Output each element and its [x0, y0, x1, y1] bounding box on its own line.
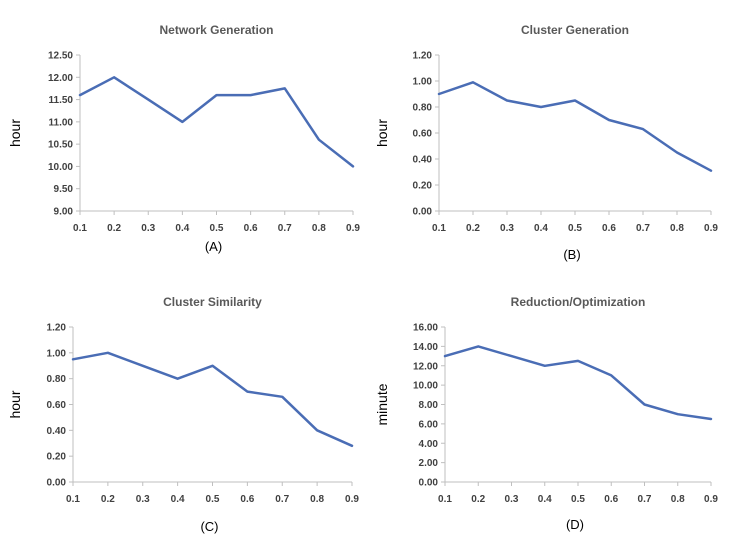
chart-2-x-tick-label: 0.8: [670, 223, 684, 234]
chart-4-series-line: [443, 345, 713, 421]
chart-3-series-line: [71, 351, 354, 448]
chart-4-x-tick-label: 0.9: [704, 494, 718, 505]
chart-3-y-tick-label: 0.40: [47, 426, 67, 437]
chart-1-panel-label: (A): [205, 239, 222, 254]
chart-2-y-tick-label: 0.00: [413, 207, 433, 218]
chart-1-x-tick-label: 0.8: [312, 223, 326, 234]
chart-1-y-axis-label: hour: [7, 119, 23, 147]
chart-1-x-tick-label: 0.4: [175, 223, 189, 234]
chart-3-x-tick-label: 0.3: [136, 494, 150, 505]
chart-3-title: Cluster Similarity: [163, 295, 262, 309]
chart-2-series-line: [437, 81, 713, 172]
chart-2-y-tick-label: 0.40: [413, 155, 433, 166]
chart-2-y-tick-label: 1.20: [413, 51, 433, 62]
chart-3-x-tick-label: 0.4: [171, 494, 185, 505]
chart-2-x-tick-label: 0.1: [432, 223, 446, 234]
chart-2-y-tick-label: 0.20: [413, 181, 433, 192]
chart-4-x-tick-label: 0.5: [571, 494, 585, 505]
chart-4-y-axis-label: minute: [374, 383, 390, 425]
chart-4-x-tick-label: 0.1: [438, 494, 452, 505]
chart-2-y-tick-label: 1.00: [413, 77, 433, 88]
chart-3-y-tick-label: 0.00: [47, 478, 67, 489]
chart-2-title: Cluster Generation: [521, 23, 629, 37]
chart-3-x-tick-label: 0.9: [345, 494, 359, 505]
chart-1-y-tick-label: 10.50: [48, 140, 73, 151]
chart-1-y-tick-label: 9.50: [54, 184, 74, 195]
chart-2-x-tick-label: 0.7: [636, 223, 650, 234]
chart-2-x-tick-label: 0.3: [500, 223, 514, 234]
chart-4-y-tick-label: 2.00: [419, 458, 439, 469]
chart-2-x-tick-label: 0.4: [534, 223, 548, 234]
chart-1-y-tick-label: 11.00: [49, 117, 74, 128]
chart-4-x-tick-label: 0.4: [538, 494, 552, 505]
chart-1-y-tick-label: 11.50: [49, 95, 74, 106]
chart-2-x-tick-label: 0.2: [466, 223, 480, 234]
chart-2-panel-label: (B): [563, 247, 580, 262]
chart-4-y-tick-label: 4.00: [419, 439, 439, 450]
chart-2-y-tick-label: 0.80: [413, 103, 433, 114]
chart-1-y-tick-label: 12.50: [48, 51, 73, 62]
chart-3-x-tick-label: 0.1: [66, 494, 80, 505]
chart-1-x-tick-label: 0.6: [244, 223, 258, 234]
chart-4-y-tick-label: 16.00: [413, 323, 438, 334]
chart-3-y-tick-label: 1.00: [47, 348, 67, 359]
chart-4-x-tick-label: 0.3: [505, 494, 519, 505]
chart-3-panel-label: (C): [200, 519, 218, 534]
chart-3-y-tick-label: 0.20: [47, 452, 67, 463]
chart-1-x-tick-label: 0.5: [210, 223, 224, 234]
chart-4-x-tick-label: 0.6: [604, 494, 618, 505]
chart-1-y-tick-label: 10.00: [48, 162, 73, 173]
chart-1-x-tick-label: 0.7: [278, 223, 292, 234]
chart-3-x-tick-label: 0.5: [206, 494, 220, 505]
chart-1-y-tick-label: 12.00: [48, 73, 73, 84]
chart-4-panel-label: (D): [566, 517, 584, 532]
chart-2-x-tick-label: 0.9: [704, 223, 718, 234]
chart-3-y-tick-label: 0.60: [47, 400, 67, 411]
chart-3-x-tick-label: 0.8: [310, 494, 324, 505]
chart-4-y-tick-label: 14.00: [413, 342, 438, 353]
chart-4-x-tick-label: 0.7: [638, 494, 652, 505]
chart-2-y-axis-label: hour: [374, 119, 390, 147]
chart-1-series-line: [78, 76, 355, 168]
chart-1-x-tick-label: 0.1: [73, 223, 87, 234]
chart-1-title: Network Generation: [159, 23, 273, 37]
chart-3-y-tick-label: 0.80: [47, 374, 67, 385]
chart-3-x-tick-label: 0.6: [240, 494, 254, 505]
chart-1-y-tick-label: 9.00: [54, 207, 74, 218]
chart-2-x-tick-label: 0.5: [568, 223, 582, 234]
chart-3-y-axis-label: hour: [7, 390, 23, 418]
chart-2-x-tick-label: 0.6: [602, 223, 616, 234]
chart-1-x-tick-label: 0.3: [141, 223, 155, 234]
chart-4-x-tick-label: 0.8: [671, 494, 685, 505]
chart-3-x-tick-label: 0.7: [275, 494, 289, 505]
chart-4-y-tick-label: 8.00: [419, 400, 439, 411]
chart-3-x-tick-label: 0.2: [101, 494, 115, 505]
chart-2-y-tick-label: 0.60: [413, 129, 433, 140]
chart-4-y-tick-label: 6.00: [419, 419, 439, 430]
chart-4-x-tick-label: 0.2: [471, 494, 485, 505]
chart-4-y-tick-label: 10.00: [413, 381, 438, 392]
chart-1-x-tick-label: 0.9: [346, 223, 360, 234]
chart-4-title: Reduction/Optimization: [511, 295, 646, 309]
chart-3-y-tick-label: 1.20: [47, 323, 67, 334]
chart-4-y-tick-label: 12.00: [413, 361, 438, 372]
chart-4-y-tick-label: 0.00: [419, 478, 439, 489]
chart-1-x-tick-label: 0.2: [107, 223, 121, 234]
